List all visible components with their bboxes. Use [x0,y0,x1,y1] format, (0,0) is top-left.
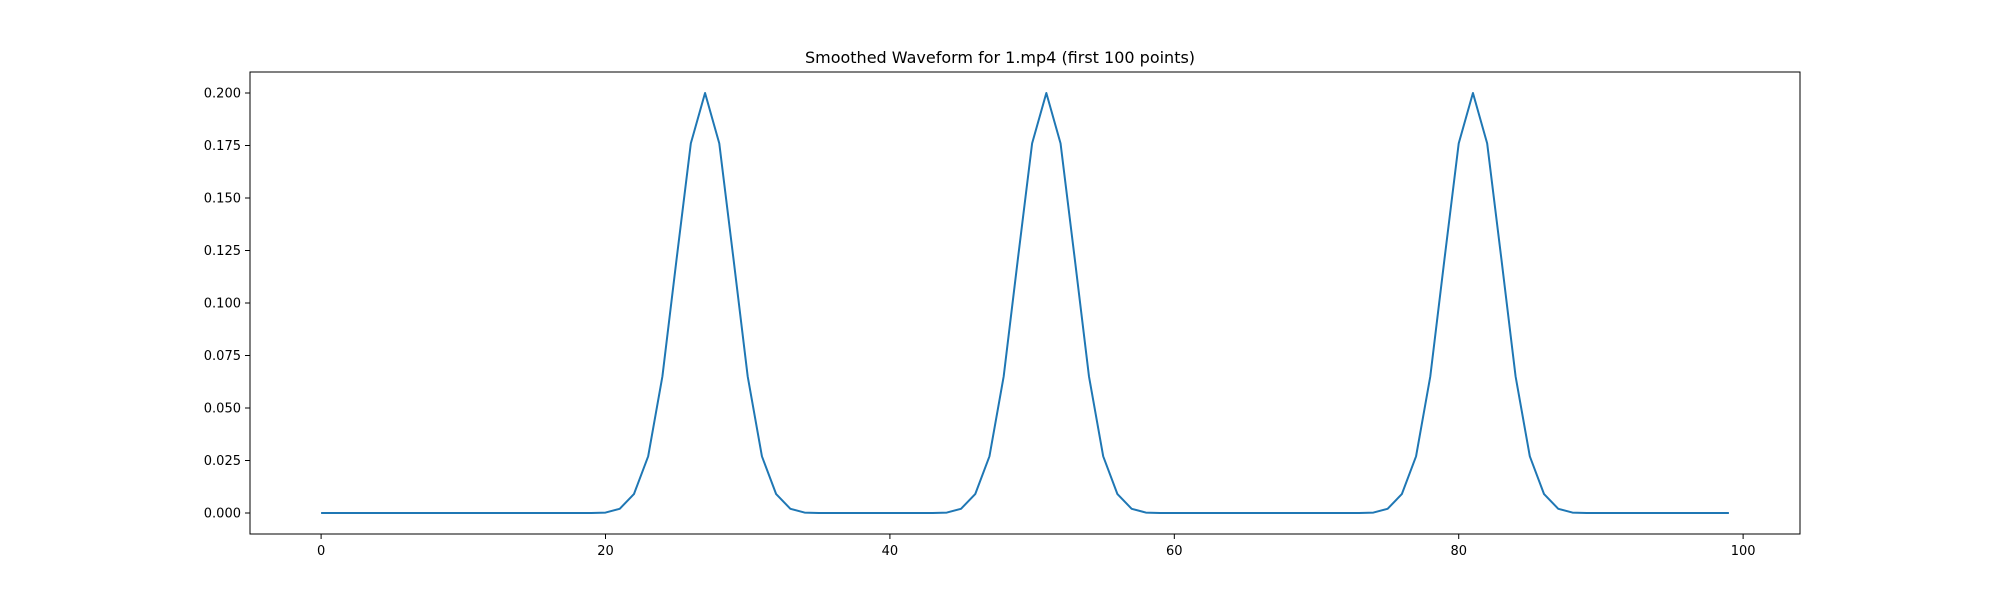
x-tick-label: 40 [882,544,899,559]
plot-area-frame [249,71,1801,535]
y-tick-label: 0.150 [204,192,241,207]
series-line [321,92,1729,514]
series-layer [321,92,1729,514]
y-tick-label: 0.175 [204,139,241,154]
x-axis: 0 20 40 60 80 100 [317,534,1756,559]
y-tick-label: 0.125 [204,244,241,259]
x-tick-label: 80 [1450,544,1467,559]
chart-title: Smoothed Waveform for 1.mp4 (first 100 p… [805,48,1195,67]
x-tick-label: 60 [1166,544,1183,559]
y-tick-label: 0.200 [204,87,241,102]
x-tick-label: 100 [1731,544,1756,559]
y-tick-label: 0.050 [204,402,241,417]
x-tick-label: 20 [597,544,614,559]
x-tick-label: 0 [317,544,325,559]
y-axis: 0.000 0.025 0.050 0.075 0.100 0.125 0.150 0.175… [204,87,250,522]
y-tick-label: 0.075 [204,349,241,364]
y-tick-label: 0.025 [204,454,241,469]
y-tick-label: 0.000 [204,507,241,522]
y-tick-label: 0.100 [204,297,241,312]
